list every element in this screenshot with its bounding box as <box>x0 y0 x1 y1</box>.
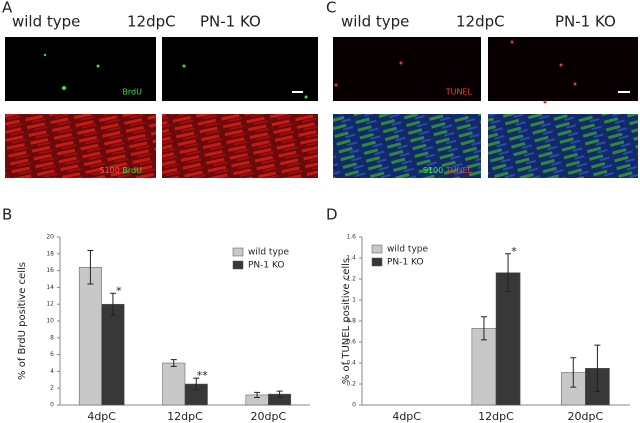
error-bar <box>109 292 116 316</box>
image <box>162 37 318 101</box>
legend-swatch <box>232 260 244 270</box>
header: 12dpC <box>127 13 176 31</box>
bar <box>78 266 102 406</box>
label-part: S100 <box>423 166 443 175</box>
label-part: TUNEL <box>445 166 473 175</box>
image <box>5 37 156 101</box>
bar <box>471 328 497 406</box>
legend-swatch <box>232 247 244 257</box>
y-axis-label: % of BrdU positive cells <box>17 262 28 380</box>
error-bar <box>170 359 177 367</box>
bar <box>101 303 125 406</box>
header: PN-1 KO <box>200 13 261 31</box>
annotation: * <box>116 284 122 297</box>
y-tick-label: 14 <box>46 284 54 291</box>
x-tick-label: 20dpC <box>251 410 287 423</box>
x-tick-label: 20dpC <box>568 410 604 423</box>
legend-label: wild type <box>387 245 429 255</box>
x-tick-label: 12dpC <box>167 410 203 423</box>
y-tick-label: 0 <box>352 402 356 409</box>
panel-label: C <box>326 0 336 17</box>
error-bar <box>594 344 601 392</box>
image <box>162 114 318 178</box>
error-bar <box>254 391 261 398</box>
bar <box>162 362 186 406</box>
legend-label: PN-1 KO <box>248 261 285 271</box>
y-tick-label: 1.2 <box>346 276 356 283</box>
x-tick-label: 12dpC <box>478 410 514 423</box>
annotation: * <box>511 245 517 258</box>
error-bar <box>505 253 512 293</box>
x-tick-label: 4dpC <box>392 410 421 423</box>
y-tick-label: 10 <box>46 318 54 325</box>
y-tick-label: 0.2 <box>346 381 356 388</box>
y-tick-label: 20 <box>46 234 54 241</box>
y-tick-label: 16 <box>46 267 54 274</box>
image-label: TUNEL <box>445 88 473 97</box>
y-tick-label: 1 <box>352 297 356 304</box>
y-tick-label: 12 <box>46 301 54 308</box>
image-label: BrdU <box>122 88 142 97</box>
annotation: ** <box>197 369 209 382</box>
x-tick-label: 4dpC <box>87 410 116 423</box>
image <box>333 37 481 101</box>
error-bar <box>193 377 200 391</box>
y-tick-label: 4 <box>50 368 54 375</box>
y-tick-label: 8 <box>50 334 54 341</box>
panel-label: B <box>2 206 12 224</box>
micrographs: BrdU S100 BrdU TUNEL S100 TUNEL <box>5 37 638 178</box>
image-label: S100 BrdU <box>100 166 143 175</box>
legend-label: wild type <box>248 248 290 258</box>
image <box>488 114 638 178</box>
header: wild type <box>341 13 409 31</box>
y-tick-label: 6 <box>50 351 54 358</box>
image-label: S100 TUNEL <box>423 166 473 175</box>
label-part: S100 <box>100 166 120 175</box>
error-bar <box>480 316 487 341</box>
error-bar <box>276 390 283 398</box>
legend-swatch <box>371 244 383 254</box>
y-tick-label: 0 <box>50 402 54 409</box>
header: PN-1 KO <box>555 13 616 31</box>
header: wild type <box>12 13 80 31</box>
y-tick-label: 2 <box>50 385 54 392</box>
y-tick-label: 0.4 <box>346 360 356 367</box>
header: 12dpC <box>456 13 505 31</box>
panel-label: D <box>326 206 338 224</box>
y-tick-label: 0.6 <box>346 339 356 346</box>
bar <box>495 272 521 406</box>
image <box>488 37 638 101</box>
legend-swatch <box>371 257 383 267</box>
image <box>5 114 156 178</box>
legend-label: PN-1 KO <box>387 258 424 268</box>
y-tick-label: 1.4 <box>346 255 356 262</box>
y-tick-label: 1.6 <box>346 234 356 241</box>
error-bar <box>87 249 94 285</box>
image <box>333 114 481 178</box>
y-axis-label: % of TUNEL positive cells <box>341 258 352 384</box>
error-bar <box>570 357 577 388</box>
y-tick-label: 0.8 <box>346 318 356 325</box>
panel-label: A <box>2 0 13 17</box>
y-tick-label: 18 <box>46 250 54 257</box>
label-part: BrdU <box>122 166 142 175</box>
